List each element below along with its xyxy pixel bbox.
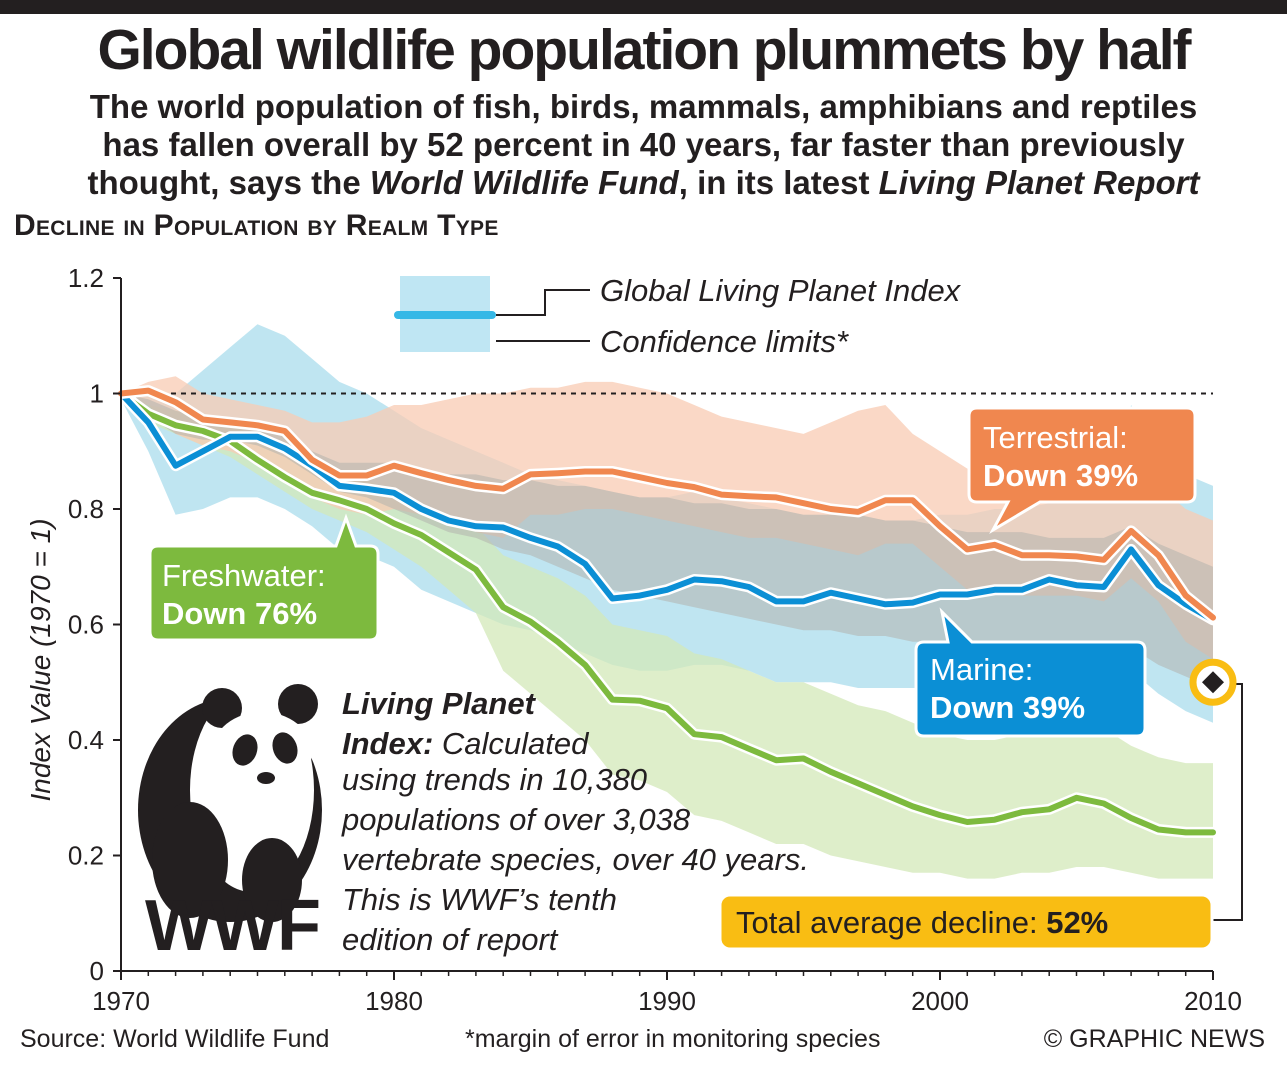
y-axis-label: Index Value (1970 = 1) [25,518,56,801]
legend-confidence-label: Confidence limits* [600,324,849,359]
y-tick-label: 0 [90,956,104,986]
subtitle-line-1: The world population of fish, birds, mam… [89,88,1198,125]
panda-leg [152,802,228,918]
y-tick-label: 0.6 [68,610,104,640]
lpi-note-line-5: This is WWF’s tenth [342,882,617,917]
freshwater-callout-name: Freshwater: [162,558,326,593]
footnote: *margin of error in monitoring species [465,1025,881,1053]
freshwater-callout-box [148,513,380,642]
headline: Global wildlife population plummets by h… [97,18,1191,82]
total-decline-text: Total average decline: 52% [736,905,1108,940]
total-decline-marker [1189,658,1237,706]
y-tick-label: 1.2 [68,263,104,293]
panda-face [212,712,312,792]
y-tick-label: 0.8 [68,494,104,524]
panda-left-ear [202,688,242,728]
marine-line [118,390,1216,623]
x-tick-label: 2000 [911,986,969,1016]
panda-nose [257,772,275,784]
terrestrial-line [118,387,1216,621]
panda-right-eye [272,732,298,764]
total-decline-leader [1213,683,1243,921]
terrestrial-callout-name: Terrestrial: [983,420,1128,455]
subtitle-line-3: thought, says the World Wildlife Fund, i… [87,164,1200,201]
freshwater-line [118,390,1216,836]
panda-right-ear [278,684,318,724]
source-note: Source: World Wildlife Fund [20,1025,330,1053]
total-decline-marker-diamond [1202,671,1224,694]
x-tick-label: 1970 [92,986,150,1016]
terrestrial-callout-value: Down 39% [983,458,1138,493]
wwf-logo-text: WWF [145,886,319,966]
terrestrial-callout-box [967,406,1197,535]
freshwater-callout: Freshwater: Down 76% [148,513,380,642]
marine-callout-name: Marine: [930,652,1033,687]
x-tick-label: 1980 [365,986,423,1016]
lpi-note-line-6: edition of report [342,922,559,957]
panda-left-eye [232,734,258,766]
marine-callout-value: Down 39% [930,690,1085,725]
total-decline-callout: Total average decline: 52% [718,658,1243,951]
lpi-note-heading-1: Living Planet [342,686,537,721]
lpi-note-line-1: Index: Calculated [342,726,590,761]
x-tick-label: 2010 [1184,986,1242,1016]
legend: Global Living Planet Index Confidence li… [394,273,962,359]
wwf-panda-logo: WWF [138,684,322,966]
section-heading: Decline in Population by Realm Type [14,209,499,242]
y-tick-label: 0.2 [68,841,104,871]
panda-arm [242,838,302,922]
legend-index-label: Global Living Planet Index [600,273,962,308]
lpi-note-line-4: vertebrate species, over 40 years. [342,842,809,877]
credit: © GRAPHIC NEWS [1043,1025,1265,1053]
subtitle-line-2: has fallen overall by 52 percent in 40 y… [102,126,1185,163]
total-decline-box [718,893,1214,951]
lpi-note-line-2: using trends in 10,380 [342,762,647,797]
freshwater-callout-value: Down 76% [162,596,317,631]
legend-index-leader [496,289,590,316]
lpi-note-line-3: populations of over 3,038 [341,802,691,837]
lpi-note: Living Planet Index: Calculated using tr… [341,686,809,957]
freshwater-confidence-band [121,393,1213,879]
series-lines [115,385,1219,838]
axes: 0 0.2 0.4 0.6 0.8 1 1.2 1970 1980 1990 2000 2010 [68,263,1242,1016]
x-tick-label: 1990 [638,986,696,1016]
marine-callout-box [914,607,1147,738]
terrestrial-callout: Terrestrial: Down 39% [967,406,1197,535]
y-tick-label: 0.4 [68,725,104,755]
top-rule [0,0,1287,14]
marine-callout: Marine: Down 39% [914,607,1147,738]
y-tick-label: 1 [90,379,104,409]
